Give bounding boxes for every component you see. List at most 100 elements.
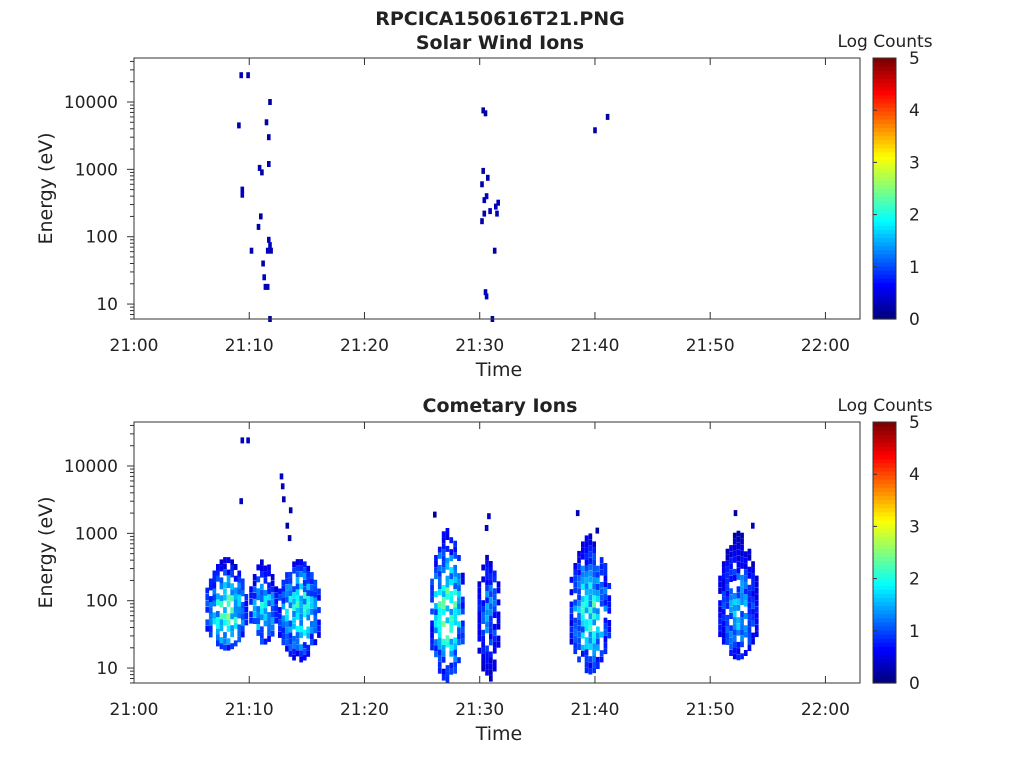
data-bin	[729, 576, 733, 582]
data-bin	[489, 621, 493, 628]
data-bin	[295, 613, 300, 620]
data-bin	[230, 559, 234, 566]
data-bin	[729, 551, 733, 558]
data-bin	[263, 602, 268, 609]
data-bin	[592, 667, 596, 674]
data-bin	[453, 552, 457, 559]
data-bin	[751, 579, 755, 585]
data-bin	[267, 612, 271, 619]
data-bin	[263, 577, 268, 584]
data-bin	[441, 650, 446, 657]
data-bin	[310, 633, 314, 640]
data-bin	[577, 581, 581, 588]
data-bin	[295, 644, 300, 651]
data-bin	[492, 641, 497, 648]
colorbar-swatch	[873, 605, 896, 611]
data-bin	[302, 586, 307, 593]
data-bin	[489, 603, 493, 610]
data-point	[287, 535, 292, 542]
data-point	[575, 510, 580, 517]
data-bin	[237, 624, 242, 631]
data-bin	[285, 645, 289, 652]
colorbar-swatch	[873, 135, 896, 141]
data-bin	[230, 589, 234, 596]
data-bin	[581, 626, 585, 633]
data-bin	[599, 569, 604, 576]
data-bin	[721, 579, 726, 585]
y-ticks: 10 100 1000 10000	[64, 60, 134, 320]
data-bin	[747, 645, 752, 651]
data-bin	[581, 553, 585, 560]
data-bin	[441, 549, 446, 556]
colorbar-swatch	[873, 483, 896, 488]
data-bin	[743, 631, 748, 638]
data-bin	[270, 605, 275, 612]
data-bin	[226, 619, 231, 626]
data-bin	[603, 587, 608, 594]
data-bin	[588, 594, 593, 601]
data-bin	[596, 644, 600, 651]
data-bin	[295, 565, 300, 572]
data-point	[496, 199, 500, 206]
colorbar-swatch	[873, 593, 896, 598]
data-bin	[481, 629, 485, 636]
data-bin	[743, 600, 748, 607]
data-point	[265, 283, 270, 290]
data-bin	[317, 619, 321, 626]
data-bin	[453, 564, 457, 571]
data-bin	[306, 626, 311, 633]
data-bin	[577, 606, 581, 613]
colorbar-swatch	[873, 70, 896, 75]
data-bin	[212, 576, 217, 583]
data-bin	[747, 620, 752, 627]
data-bin	[445, 563, 450, 570]
data-point	[279, 473, 284, 480]
data-bin	[596, 632, 600, 639]
data-bin	[453, 649, 457, 656]
data-bin	[267, 582, 271, 589]
data-bin	[237, 636, 242, 643]
colorbar-swatch	[873, 176, 896, 181]
data-bin	[233, 622, 238, 629]
data-bin	[584, 667, 589, 674]
data-bin	[577, 631, 581, 638]
data-bin	[592, 661, 596, 668]
colorbar-swatch	[873, 196, 896, 202]
y-tick-label: 1000	[75, 160, 118, 180]
data-bin	[603, 569, 608, 575]
data-point	[483, 110, 488, 117]
data-bin	[584, 535, 589, 542]
data-bin	[212, 600, 217, 607]
data-bin	[732, 635, 737, 642]
colorbar-swatch	[873, 200, 896, 206]
colorbar-swatch	[873, 495, 896, 501]
data-bin	[481, 618, 485, 624]
data-bin	[754, 587, 759, 594]
data-bin	[751, 585, 755, 591]
data-bin	[295, 632, 300, 639]
data-bin	[603, 617, 608, 624]
data-bin	[226, 600, 231, 607]
x-tick-label: 21:00	[110, 700, 159, 720]
data-bin	[596, 596, 600, 603]
data-bin	[437, 607, 442, 614]
data-bin	[299, 571, 303, 578]
data-bin	[219, 559, 224, 566]
colorbar-swatch	[873, 634, 896, 639]
data-bin	[740, 653, 744, 660]
data-bin	[736, 573, 741, 580]
data-bin	[434, 615, 438, 622]
data-bin	[581, 650, 585, 657]
colorbar-tick-label: 3	[909, 517, 920, 537]
colorbar-swatch	[873, 585, 896, 590]
data-bin	[281, 621, 286, 628]
data-bin	[270, 599, 275, 606]
data-bin	[453, 637, 457, 644]
data-bin	[223, 613, 227, 620]
data-point	[480, 181, 484, 188]
data-bin	[588, 570, 593, 577]
data-bin	[751, 620, 755, 627]
data-point	[246, 72, 250, 79]
x-tick-label: 21:10	[225, 336, 274, 356]
